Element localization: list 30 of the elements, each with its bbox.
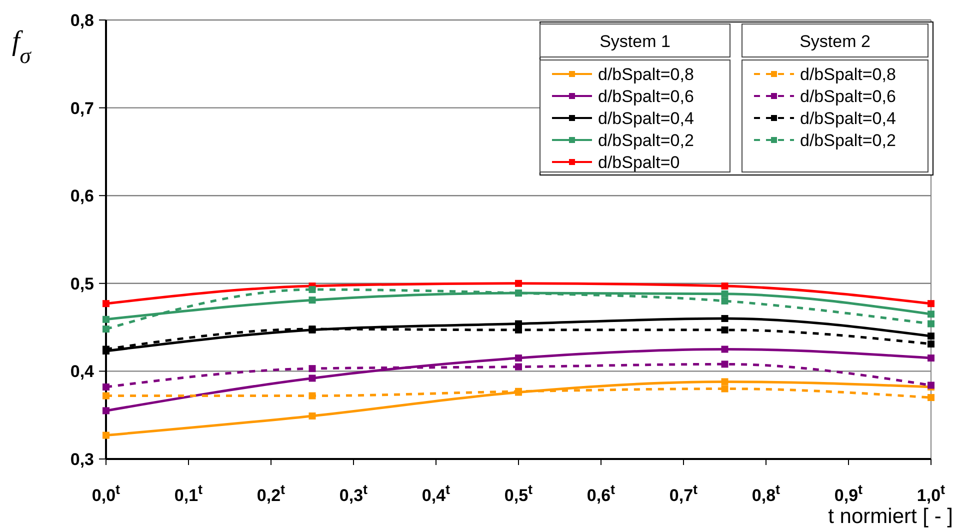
- x-tick-label: 0,6$^{t}$: [586, 482, 616, 505]
- x-tick-label: 0,1$^{t}$: [174, 482, 204, 505]
- legend-label: d/bSpalt=0,2: [800, 131, 896, 150]
- annotation: System 1: [600, 32, 670, 51]
- y-tick-label: 0,6: [70, 186, 94, 206]
- y-tick-label: 0,7: [70, 98, 94, 118]
- y-tick-label: 0,4: [70, 362, 95, 382]
- legend-label: d/bSpalt=0,8: [598, 65, 694, 84]
- legend-label: d/bSpalt=0,8: [800, 65, 896, 84]
- y-tick-label: 0,3: [70, 450, 94, 469]
- x-tick-label: 0,9$^{t}$: [834, 482, 864, 505]
- x-tick-label: 0,5$^{t}$: [504, 482, 534, 505]
- x-tick-label: 0,4$^{t}$: [422, 482, 451, 505]
- x-axis-title: t normiert [ - ]: [828, 505, 953, 528]
- x-tick-label: 0,2$^{t}$: [256, 482, 286, 505]
- x-tick-label: 0,3$^{t}$: [339, 482, 368, 505]
- legend-label: d/bSpalt=0,6: [800, 87, 896, 106]
- x-tick-label: 0,7$^{t}$: [669, 482, 698, 505]
- legend-label: d/bSpalt=0,2: [598, 131, 694, 150]
- annotation: System 2: [800, 32, 870, 51]
- x-tick-label: 0,8$^{t}$: [752, 482, 781, 505]
- legend-label: d/bSpalt=0,4: [598, 109, 694, 128]
- x-tick-label: 1,0$^{t}$: [916, 482, 946, 505]
- y-tick-label: 0,5: [70, 274, 94, 294]
- legend-label: d/bSpalt=0: [598, 153, 680, 172]
- legend-label: d/bSpalt=0,4: [800, 109, 896, 128]
- y-axis-title: f$_{σ}$: [12, 26, 32, 68]
- x-tick-label: 0,0$^{t}$: [92, 482, 121, 505]
- legend-label: d/bSpalt=0,6: [598, 87, 694, 106]
- y-tick-label: 0,8: [70, 11, 94, 30]
